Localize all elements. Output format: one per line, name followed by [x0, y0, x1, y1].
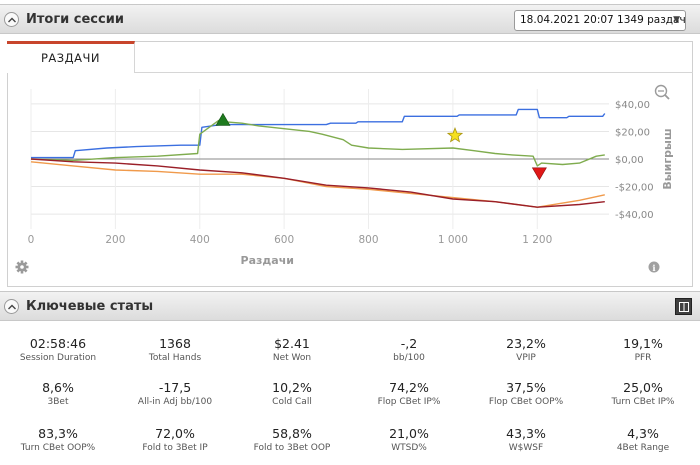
chevron-up-icon — [8, 17, 16, 23]
series-line-1 — [31, 108, 606, 159]
key-stats-header: Ключевые статы — [0, 291, 700, 321]
stat-cell: 02:58:46 Session Duration — [0, 336, 128, 364]
x-axis-label: Раздачи — [241, 254, 294, 267]
stat-label: Cold Call — [272, 397, 312, 407]
session-select[interactable]: 18.04.2021 20:07 1349 раздач) ▼ — [514, 10, 686, 31]
stat-cell: 74,2% Flop CBet IP% — [339, 380, 479, 408]
stat-cell: 58,8% Fold to 3Bet OOP — [222, 426, 362, 454]
stat-cell: 23,2% VPIP — [456, 336, 596, 364]
split-view-button[interactable] — [675, 298, 692, 315]
chevron-up-icon — [8, 304, 16, 310]
stat-label: Fold to 3Bet IP — [142, 443, 208, 453]
stat-cell: 8,6% 3Bet — [0, 380, 128, 408]
stat-value: 21,0% — [389, 426, 429, 441]
stat-cell: 43,3% W$WSF — [456, 426, 596, 454]
stat-cell: $2.41 Net Won — [222, 336, 362, 364]
y-tick-label: $20,00 — [615, 127, 650, 138]
stat-value: 4,3% — [627, 426, 659, 441]
stat-value: 10,2% — [272, 380, 312, 395]
stat-label: 4Bet Range — [616, 443, 670, 453]
x-tick-label: 1 000 — [438, 234, 468, 246]
stat-label: Fold to 3Bet OOP — [253, 443, 331, 453]
stat-label: Flop CBet OOP% — [488, 397, 564, 407]
stat-cell: 21,0% WTSD% — [339, 426, 479, 454]
x-tick-label: 1 200 — [522, 234, 552, 246]
tab-divider — [135, 72, 693, 73]
stat-value: 43,3% — [506, 426, 546, 441]
x-tick-label: 400 — [190, 234, 210, 246]
stat-value: 37,5% — [506, 380, 546, 395]
stat-label: Turn CBet IP% — [611, 397, 675, 407]
winnings-chart: $40,00 $20,00 $0,00 -$20,00 -$40,00 0 200 400 60… — [15, 84, 674, 275]
stat-cell: 25,0% Turn CBet IP% — [573, 380, 700, 408]
collapse-session-button[interactable] — [4, 12, 19, 27]
stat-label: Net Won — [272, 353, 312, 363]
stat-value: 8,6% — [42, 380, 74, 395]
stat-value: 02:58:46 — [29, 336, 87, 351]
stat-label: W$WSF — [508, 443, 544, 453]
key-stats-grid: 02:58:46 Session Duration 1368 Total Hands $… — [0, 325, 700, 465]
stat-label: Total Hands — [148, 353, 202, 363]
stat-cell: 1368 Total Hands — [105, 336, 245, 364]
stat-value: 72,0% — [155, 426, 195, 441]
chevron-down-icon: ▼ — [673, 15, 680, 25]
stat-label: Session Duration — [19, 353, 97, 363]
session-select-value: 18.04.2021 20:07 1349 раздач) — [520, 14, 686, 26]
gear-icon[interactable] — [15, 260, 29, 274]
stat-cell: 10,2% Cold Call — [222, 380, 362, 408]
stat-label: PFR — [634, 353, 652, 363]
stat-label: VPIP — [516, 353, 536, 363]
stat-value: 19,1% — [623, 336, 663, 351]
stat-value: 83,3% — [38, 426, 78, 441]
stat-cell: -17,5 All-in Adj bb/100 — [105, 380, 245, 408]
stat-cell: 83,3% Turn CBet OOP% — [0, 426, 128, 454]
y-tick-label: $0,00 — [615, 155, 644, 166]
stat-value: 25,0% — [623, 380, 663, 395]
star-marker[interactable] — [446, 126, 464, 143]
info-icon[interactable]: i — [648, 261, 660, 275]
stat-label: bb/100 — [393, 353, 425, 363]
max-win-marker[interactable] — [215, 112, 231, 126]
max-loss-marker[interactable] — [531, 167, 547, 181]
y-tick-label: -$40,00 — [615, 210, 654, 221]
x-tick-label: 600 — [274, 234, 294, 246]
y-tick-label: -$20,00 — [615, 183, 654, 194]
stat-value: -17,5 — [158, 380, 192, 395]
x-tick-label: 0 — [28, 234, 35, 246]
stat-value: 23,2% — [506, 336, 546, 351]
stat-value: 74,2% — [389, 380, 429, 395]
session-summary-title: Итоги сессии — [26, 12, 124, 27]
session-summary-header: Итоги сессии 18.04.2021 20:07 1349 разда… — [0, 4, 700, 34]
split-view-icon — [679, 302, 689, 312]
stat-cell: 72,0% Fold to 3Bet IP — [105, 426, 245, 454]
series-line-4 — [30, 158, 605, 208]
y-tick-label: $40,00 — [615, 100, 650, 111]
stat-label: Turn CBet OOP% — [20, 443, 96, 453]
x-tick-label: 200 — [105, 234, 125, 246]
stat-cell: 37,5% Flop CBet OOP% — [456, 380, 596, 408]
stat-cell: -,2 bb/100 — [339, 336, 479, 364]
y-axis-label: Выигрыш — [661, 128, 674, 189]
x-tick-label: 800 — [358, 234, 378, 246]
stat-label: WTSD% — [391, 443, 427, 453]
stat-cell: 19,1% PFR — [573, 336, 700, 364]
zoom-out-icon[interactable] — [654, 84, 670, 100]
tab-hands[interactable]: РАЗДАЧИ — [7, 41, 135, 73]
stat-label: Flop CBet IP% — [377, 397, 441, 407]
stat-value: -,2 — [400, 336, 418, 351]
stat-value: 1368 — [159, 336, 191, 351]
stat-label: All-in Adj bb/100 — [137, 397, 213, 407]
series-line-2 — [30, 119, 605, 167]
stat-cell: 4,3% 4Bet Range — [573, 426, 700, 454]
stat-value: $2.41 — [274, 336, 310, 351]
key-stats-title: Ключевые статы — [26, 299, 154, 314]
svg-text:i: i — [652, 264, 656, 274]
collapse-stats-button[interactable] — [4, 299, 19, 314]
stat-label: 3Bet — [47, 397, 69, 407]
stat-value: 58,8% — [272, 426, 312, 441]
